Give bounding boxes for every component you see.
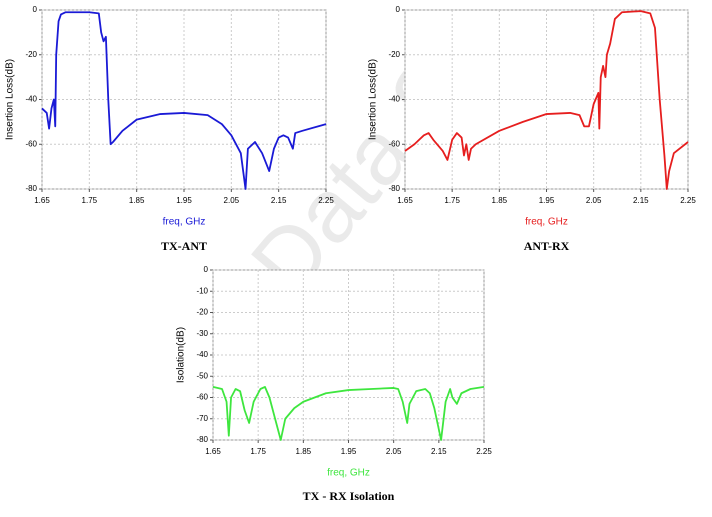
y-tick-label: -80 — [196, 435, 208, 444]
x-tick-label: 2.05 — [224, 196, 240, 205]
x-tick-label: 2.05 — [586, 196, 602, 205]
y-tick-label: -20 — [196, 308, 208, 317]
chart-caption: TX - RX Isolation — [303, 489, 395, 503]
x-tick-label: 1.95 — [341, 447, 357, 456]
y-tick-label: -40 — [25, 95, 37, 104]
x-tick-label: 1.85 — [296, 447, 312, 456]
x-tick-label: 2.15 — [431, 447, 447, 456]
y-tick-label: 0 — [33, 5, 38, 14]
y-tick-label: -60 — [25, 139, 37, 148]
y-axis-label: Insertion Loss(dB) — [368, 59, 379, 140]
y-tick-label: -60 — [196, 393, 208, 402]
y-axis-label: Insertion Loss(dB) — [5, 59, 16, 140]
y-tick-label: 0 — [396, 5, 401, 14]
x-tick-label: 2.15 — [633, 196, 649, 205]
y-axis-label: Isolation(dB) — [176, 327, 187, 383]
x-tick-label: 2.15 — [271, 196, 287, 205]
y-tick-label: -40 — [388, 95, 400, 104]
x-axis-label: freq, GHz — [163, 217, 206, 228]
y-tick-label: -20 — [25, 50, 37, 59]
x-tick-label: 1.65 — [397, 196, 413, 205]
y-tick-label: -20 — [388, 50, 400, 59]
x-tick-label: 1.65 — [205, 447, 221, 456]
y-tick-label: -10 — [196, 286, 208, 295]
data-line — [41, 11, 327, 190]
chart-caption: TX-ANT — [161, 239, 207, 253]
x-tick-label: 1.85 — [129, 196, 145, 205]
y-tick-label: 0 — [204, 265, 209, 274]
y-tick-label: -80 — [388, 184, 400, 193]
data-line — [212, 385, 485, 441]
y-tick-label: -70 — [196, 414, 208, 423]
x-tick-label: 1.65 — [34, 196, 50, 205]
x-axis-label: freq, GHz — [525, 217, 568, 228]
chart-caption: ANT-RX — [524, 239, 570, 253]
y-tick-label: -40 — [196, 350, 208, 359]
y-tick-label: -80 — [25, 184, 37, 193]
data-line — [404, 10, 689, 190]
x-tick-label: 2.05 — [386, 447, 402, 456]
x-tick-label: 1.95 — [539, 196, 555, 205]
y-tick-label: -60 — [388, 139, 400, 148]
x-tick-label: 2.25 — [680, 196, 696, 205]
x-tick-label: 2.25 — [318, 196, 334, 205]
x-tick-label: 1.75 — [82, 196, 98, 205]
x-axis-label: freq, GHz — [327, 468, 370, 479]
x-tick-label: 1.75 — [444, 196, 460, 205]
x-tick-label: 1.85 — [492, 196, 508, 205]
x-tick-label: 2.25 — [476, 447, 492, 456]
y-tick-label: -50 — [196, 371, 208, 380]
x-tick-label: 1.75 — [250, 447, 266, 456]
x-tick-label: 1.95 — [176, 196, 192, 205]
y-tick-label: -30 — [196, 329, 208, 338]
